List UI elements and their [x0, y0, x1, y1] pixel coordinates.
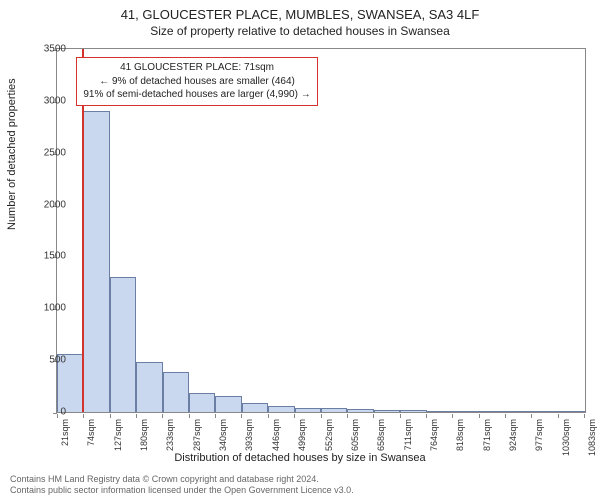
histogram-bar [453, 411, 479, 412]
x-tick-label: 21sqm [60, 419, 70, 446]
x-tick-label: 340sqm [218, 419, 228, 451]
y-tick-label: 2000 [26, 199, 66, 210]
y-tick-label: 0 [26, 407, 66, 418]
x-tick-mark [215, 414, 216, 418]
x-tick-mark [479, 414, 480, 418]
annotation-line-2: ← 9% of detached houses are smaller (464… [83, 75, 310, 89]
x-tick-label: 127sqm [113, 419, 123, 451]
histogram-bar [400, 410, 426, 412]
x-tick-label: 233sqm [165, 419, 175, 451]
x-tick-label: 446sqm [271, 419, 281, 451]
x-tick-label: 1030sqm [561, 419, 571, 456]
histogram-bar [506, 411, 532, 412]
histogram-bar [189, 393, 215, 412]
plot-area: 21sqm74sqm127sqm180sqm233sqm287sqm340sqm… [56, 48, 586, 413]
chart-title: 41, GLOUCESTER PLACE, MUMBLES, SWANSEA, … [0, 0, 600, 24]
x-tick-label: 871sqm [482, 419, 492, 451]
x-tick-mark [294, 414, 295, 418]
x-tick-mark [531, 414, 532, 418]
histogram-bar [347, 409, 373, 412]
x-tick-label: 605sqm [350, 419, 360, 451]
histogram-bar [136, 362, 162, 412]
x-tick-mark [162, 414, 163, 418]
histogram-bar [321, 408, 347, 412]
x-tick-mark [136, 414, 137, 418]
y-tick-label: 3000 [26, 95, 66, 106]
histogram-bar [215, 396, 241, 412]
x-tick-mark [189, 414, 190, 418]
x-tick-mark [347, 414, 348, 418]
y-tick-label: 3500 [26, 44, 66, 55]
x-tick-mark [558, 414, 559, 418]
y-tick-label: 1500 [26, 251, 66, 262]
histogram-bar [110, 277, 136, 412]
x-tick-label: 393sqm [244, 419, 254, 451]
y-tick-label: 500 [26, 355, 66, 366]
x-tick-label: 658sqm [376, 419, 386, 451]
annotation-line-1: 41 GLOUCESTER PLACE: 71sqm [83, 61, 310, 75]
annotation-box: 41 GLOUCESTER PLACE: 71sqm← 9% of detach… [76, 57, 317, 106]
footer-line-1: Contains HM Land Registry data © Crown c… [10, 474, 354, 485]
x-tick-label: 764sqm [429, 419, 439, 451]
x-tick-label: 924sqm [508, 419, 518, 451]
histogram-bar [532, 411, 558, 412]
histogram-bar [242, 403, 268, 412]
x-tick-label: 711sqm [403, 419, 413, 450]
histogram-bar [295, 408, 321, 412]
y-tick-label: 1000 [26, 303, 66, 314]
chart-subtitle: Size of property relative to detached ho… [0, 24, 600, 40]
footer-line-2: Contains public sector information licen… [10, 485, 354, 496]
x-tick-mark [110, 414, 111, 418]
histogram-bar [374, 410, 400, 412]
x-tick-mark [426, 414, 427, 418]
x-tick-label: 977sqm [534, 419, 544, 451]
histogram-bar [427, 411, 453, 412]
x-tick-mark [400, 414, 401, 418]
x-tick-label: 1083sqm [587, 419, 597, 456]
x-tick-label: 818sqm [455, 419, 465, 451]
x-tick-mark [268, 414, 269, 418]
x-tick-mark [241, 414, 242, 418]
histogram-bar [479, 411, 505, 412]
x-axis-label: Distribution of detached houses by size … [0, 452, 600, 464]
x-tick-mark [584, 414, 585, 418]
x-tick-mark [505, 414, 506, 418]
x-tick-label: 499sqm [297, 419, 307, 451]
x-tick-label: 180sqm [139, 419, 149, 451]
annotation-line-3: 91% of semi-detached houses are larger (… [83, 88, 310, 102]
footer-attribution: Contains HM Land Registry data © Crown c… [10, 474, 354, 496]
histogram-bar [268, 406, 294, 412]
x-tick-mark [452, 414, 453, 418]
x-tick-mark [373, 414, 374, 418]
histogram-bar [559, 411, 585, 412]
y-tick-label: 2500 [26, 147, 66, 158]
x-tick-label: 74sqm [86, 419, 96, 446]
x-tick-label: 552sqm [324, 419, 334, 451]
histogram-bar [83, 111, 109, 412]
x-tick-label: 287sqm [192, 419, 202, 451]
y-axis-label: Number of detached properties [6, 78, 18, 230]
x-tick-mark [83, 414, 84, 418]
histogram-bar [163, 372, 189, 412]
x-tick-mark [321, 414, 322, 418]
